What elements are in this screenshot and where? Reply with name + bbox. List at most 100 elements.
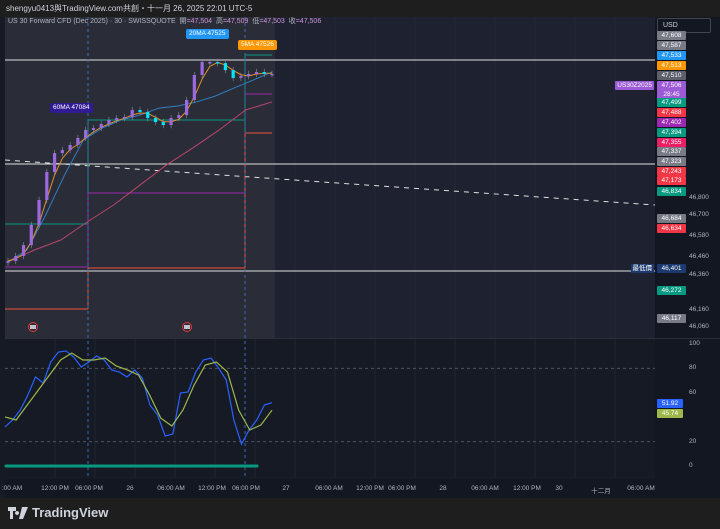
ma60-tooltip: 60MA 47084 xyxy=(50,103,93,113)
price-axis-label: 46,160 xyxy=(689,305,709,313)
price-tag-value: 47,323 xyxy=(661,158,682,165)
close-value: =47,506 xyxy=(295,18,322,25)
price-tag: 46,272 xyxy=(657,286,686,295)
candle xyxy=(161,122,165,126)
price-tag-value: 47,402 xyxy=(661,119,682,126)
stoch-axis-label: 80 xyxy=(689,364,697,372)
candle xyxy=(200,62,204,75)
time-axis-label: :00 AM xyxy=(1,485,23,492)
low-value: =47,503 xyxy=(259,18,285,25)
price-tag: 47,499 xyxy=(657,98,686,107)
price-tag: 47,355 xyxy=(657,138,686,147)
time-axis-label: 30 xyxy=(555,485,563,492)
time-axis-label: 06:00 PM xyxy=(232,485,260,492)
price-axis-label: 46,700 xyxy=(689,211,709,218)
stoch-value-tag: 45.74 xyxy=(657,409,683,418)
candle xyxy=(84,129,88,138)
candle xyxy=(76,138,80,145)
price-tag: 47,402 xyxy=(657,118,686,127)
symbol-name: US 30 Forward CFD (Dec 2025) · 30 · SWIS… xyxy=(8,18,176,25)
price-tag-value: 47,173 xyxy=(661,177,682,184)
candle xyxy=(99,124,103,129)
time-axis-label: 27 xyxy=(282,485,290,492)
price-axis-label: 46,360 xyxy=(689,270,709,278)
price-tag: 47,488 xyxy=(657,108,686,117)
candle xyxy=(262,72,266,74)
candle xyxy=(153,118,158,123)
tradingview-logo[interactable]: TradingView xyxy=(8,505,108,520)
symbol-price-tag: US30Z2025 xyxy=(615,81,654,90)
price-tag: 47,337 xyxy=(657,147,686,156)
stoch-k-line xyxy=(4,350,273,446)
brand-name: TradingView xyxy=(32,505,109,520)
candle xyxy=(216,62,220,64)
candle xyxy=(107,119,111,124)
us-flag-event-icon xyxy=(30,325,36,329)
ma20-tooltip: 20MA 47525 xyxy=(186,29,229,39)
chart-canvas[interactable] xyxy=(0,0,720,498)
chart-caption: shengyu0413與TradingView.com共創・十一月 26, 20… xyxy=(0,0,720,17)
time-axis-label: 12:00 PM xyxy=(41,485,69,492)
candle xyxy=(91,128,96,130)
price-tag-value: 46,117 xyxy=(661,315,682,322)
time-axis-label: 06:00 PM xyxy=(388,485,416,492)
price-axis-label: 46,060 xyxy=(689,323,709,330)
price-axis-label: 46,800 xyxy=(689,193,709,201)
price-tag: 47,587 xyxy=(657,41,686,50)
candle xyxy=(138,110,142,112)
price-tag: 46,117 xyxy=(657,314,686,323)
stoch-axis-label: 100 xyxy=(689,340,700,347)
symbol-legend: US 30 Forward CFD (Dec 2025) · 30 · SWIS… xyxy=(8,18,321,26)
candle xyxy=(192,75,196,101)
price-tag-value: 46,634 xyxy=(661,225,682,232)
price-tag-value: 47,506 xyxy=(661,82,682,89)
price-tag-value: 47,499 xyxy=(661,99,682,106)
close-label: 收 xyxy=(288,18,296,25)
price-tag-value: 47,337 xyxy=(661,148,682,155)
stoch-d-line xyxy=(4,352,273,431)
stoch-value-tag: 51.92 xyxy=(657,399,683,408)
price-tag: 46,834 xyxy=(657,187,686,196)
time-axis-label: 26 xyxy=(126,485,134,492)
price-tag: 47,506 28:45 xyxy=(657,81,686,99)
price-tag-value: 47,243 xyxy=(661,168,682,175)
candle xyxy=(52,153,57,172)
session-highlight xyxy=(5,17,275,338)
candle xyxy=(14,255,18,262)
candle xyxy=(254,72,259,74)
us-flag-event-icon xyxy=(184,325,190,329)
time-axis-label: 06:00 AM xyxy=(315,485,343,492)
open-label: 開 xyxy=(179,18,187,25)
stoch-axis-label: 20 xyxy=(689,437,697,445)
ma-pink-line xyxy=(7,101,273,263)
stochastic-pane xyxy=(5,339,655,478)
candle xyxy=(6,261,10,263)
candle xyxy=(270,73,274,76)
time-axis-label: 06:00 AM xyxy=(157,485,185,492)
candle xyxy=(177,115,181,119)
candle xyxy=(60,150,64,154)
price-tag-value: 46,834 xyxy=(661,188,682,195)
price-tag-value: 47,394 xyxy=(661,129,682,136)
high-value: =47,509 xyxy=(222,18,249,25)
candle xyxy=(115,118,119,120)
time-axis-label: 12:00 PM xyxy=(356,485,384,492)
time-axis-label: 12:00 PM xyxy=(198,485,226,492)
countdown: 28:45 xyxy=(663,91,680,98)
time-axis-label: 十二月 xyxy=(591,488,611,495)
price-tag: 47,243 xyxy=(657,167,686,176)
price-tag-value: 47,510 xyxy=(661,72,682,79)
candle xyxy=(169,118,173,126)
price-tag: 47,323 xyxy=(657,157,686,166)
candle xyxy=(29,224,33,246)
time-axis-label: 12:00 PM xyxy=(513,485,541,492)
open-value: =47,504 xyxy=(186,18,213,25)
price-tag-value: 47,533 xyxy=(661,52,682,59)
ma5-tooltip: 5MA 47526 xyxy=(238,40,277,50)
price-tag-value: 47,355 xyxy=(661,139,682,146)
price-tag-value: 47,608 xyxy=(661,32,682,39)
candle xyxy=(223,63,228,71)
price-axis-label: 46,460 xyxy=(689,253,709,260)
trend-line xyxy=(4,159,656,206)
price-tag: 47,533 xyxy=(657,51,686,60)
